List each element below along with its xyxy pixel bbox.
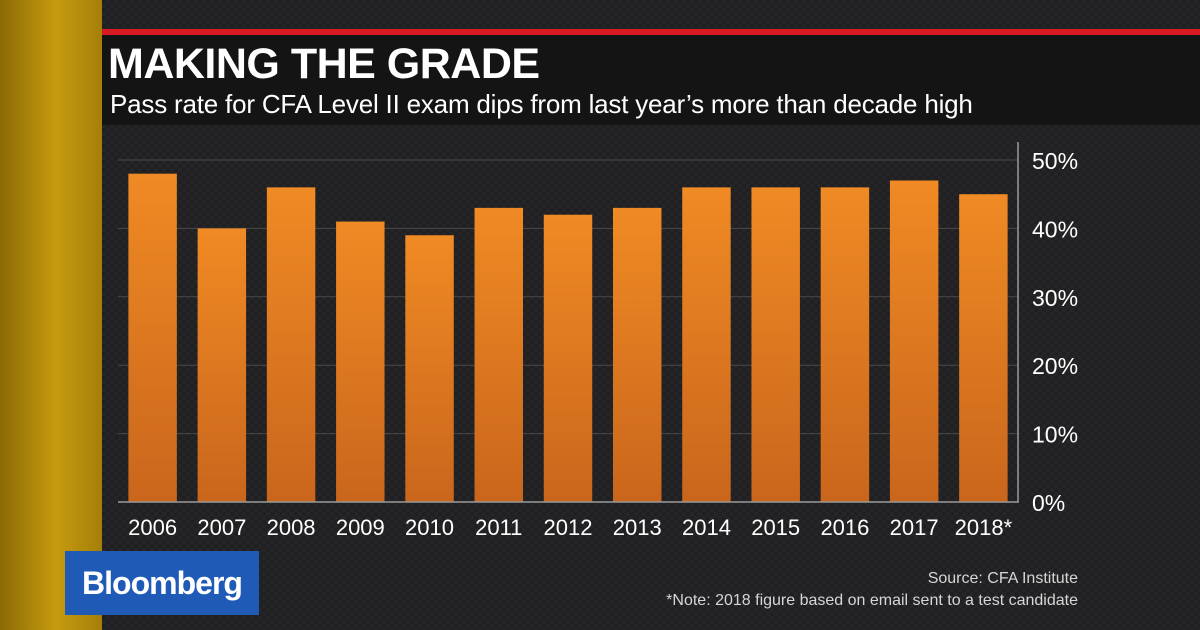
x-tick-label: 2009 — [336, 515, 385, 540]
bar-2007 — [197, 228, 247, 502]
bar-2012 — [543, 214, 593, 502]
x-tick-label: 2006 — [128, 515, 177, 540]
y-tick-label: 50% — [1032, 148, 1078, 174]
bar-2011 — [474, 207, 523, 502]
x-tick-label: 2013 — [613, 515, 662, 540]
x-tick-label: 2016 — [820, 515, 869, 540]
chart-title: MAKING THE GRADE — [108, 40, 540, 88]
y-tick-label: 10% — [1032, 422, 1078, 448]
x-tick-label: 2008 — [267, 515, 316, 540]
background-left-panel — [0, 0, 102, 630]
brand-name: Bloomberg — [82, 564, 243, 601]
x-tick-label: 2018* — [955, 515, 1013, 540]
y-tick-label: 0% — [1032, 490, 1065, 516]
x-tick-label: 2010 — [405, 515, 454, 540]
bar-2013 — [613, 207, 662, 502]
bar-2006 — [128, 173, 177, 502]
bar-2017 — [889, 180, 939, 502]
bar-2015 — [751, 187, 800, 503]
bar-2014 — [682, 187, 731, 503]
footnote: *Note: 2018 figure based on email sent t… — [666, 592, 1078, 609]
y-tick-label: 30% — [1032, 285, 1078, 311]
y-tick-label: 40% — [1032, 216, 1078, 242]
y-tick-label: 20% — [1032, 353, 1078, 379]
x-tick-label: 2014 — [682, 515, 731, 540]
x-tick-label: 2015 — [751, 515, 800, 540]
x-tick-label: 2011 — [475, 515, 522, 540]
bar-2008 — [266, 187, 316, 503]
axes: 0% 10% 20% 30% 40% 50% 2006 2007 2008 2009 2010 201… — [118, 142, 1078, 540]
accent-stripe — [102, 29, 1200, 35]
x-tick-label: 2007 — [197, 515, 246, 540]
bloomberg-logo: Bloomberg — [65, 551, 259, 615]
bar-2016 — [820, 187, 870, 503]
chart-header: MAKING THE GRADE Pass rate for CFA Level… — [102, 35, 1200, 125]
bar-2009 — [336, 221, 385, 502]
bar-2018 — [959, 194, 1008, 502]
bar-2010 — [405, 235, 454, 503]
chart-subtitle: Pass rate for CFA Level II exam dips fro… — [110, 89, 973, 119]
source-note: Source: CFA Institute — [927, 570, 1078, 587]
x-tick-label: 2012 — [544, 515, 593, 540]
x-tick-label: 2017 — [890, 515, 939, 540]
bars — [128, 173, 1008, 503]
